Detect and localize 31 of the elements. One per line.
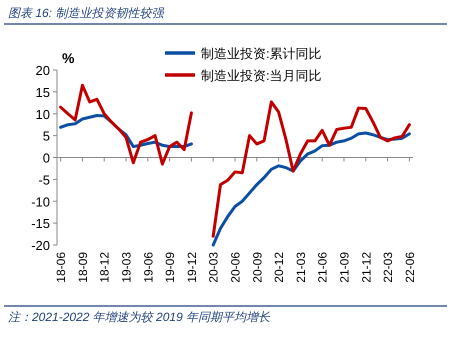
x-tick-label: 19-03 <box>120 252 134 283</box>
y-tick-label: 10 <box>36 106 50 122</box>
x-tick-label: 21-03 <box>294 252 308 283</box>
y-tick-label: -15 <box>31 216 50 232</box>
x-tick-label: 21-06 <box>316 252 330 283</box>
y-tick-label: 0 <box>42 150 50 166</box>
text: 注：2021-2022 年增速为较 2019 年同期平均增长 <box>8 310 272 324</box>
chart-title: 图表 16: 制造业投资韧性较强 <box>8 6 164 20</box>
x-tick-label: 22-03 <box>381 252 396 283</box>
y-tick-label: -20 <box>31 238 50 253</box>
x-tick-label: 19-09 <box>163 252 178 283</box>
x-tick-label: 21-12 <box>359 252 374 283</box>
x-tick-label: 21-09 <box>337 252 352 283</box>
y-tick-label: 20 <box>36 63 50 78</box>
y-tick-label: -5 <box>38 172 50 188</box>
y-tick-label: -10 <box>31 194 50 210</box>
x-tick-label: 19-12 <box>184 252 199 283</box>
y-axis-title: % <box>62 50 75 66</box>
x-tick-label: 22-06 <box>402 252 417 283</box>
x-tick-label: 20-09 <box>250 252 264 283</box>
x-tick-label: 20-06 <box>228 252 242 283</box>
y-tick-label: 15 <box>36 84 50 100</box>
x-tick-label: 20-03 <box>206 252 221 283</box>
x-tick-label: 20-12 <box>272 252 286 283</box>
x-tick-label: 18-12 <box>98 252 112 283</box>
x-tick-label: 18-09 <box>76 252 90 283</box>
x-tick-label: 19-06 <box>141 252 156 283</box>
y-tick-label: 5 <box>42 128 50 144</box>
legend-label: 制造业投资:累计同比 <box>201 46 322 61</box>
legend-label: 制造业投资:当月同比 <box>201 68 322 83</box>
x-tick-label: 18-06 <box>54 252 68 283</box>
